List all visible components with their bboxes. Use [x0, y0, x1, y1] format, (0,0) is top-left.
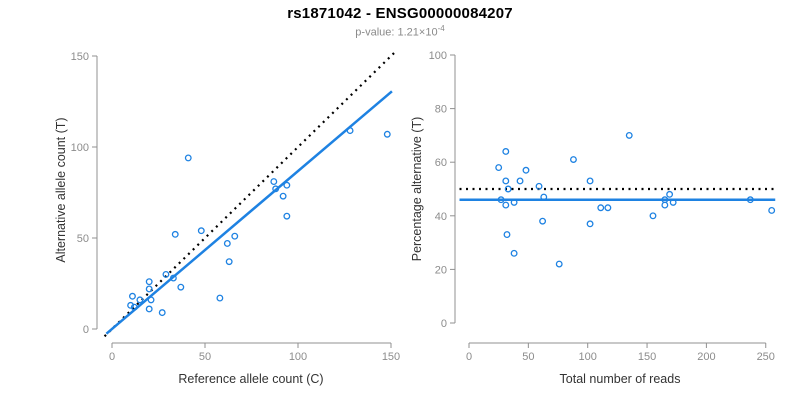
data-point	[649, 212, 657, 220]
data-point	[497, 196, 505, 204]
data-point	[666, 190, 674, 198]
data-point	[510, 249, 518, 257]
y-tick-label: 80	[435, 104, 447, 116]
y-tick-label: 0	[83, 324, 89, 336]
data-point	[283, 181, 291, 189]
data-point	[383, 130, 391, 138]
data-point	[184, 154, 192, 162]
data-point	[535, 182, 543, 190]
right-scatter-plot: 0 50 100 150 200 250 0 20 40 60 80 100	[429, 50, 776, 363]
data-point	[555, 260, 563, 268]
data-point	[516, 177, 524, 185]
data-point	[129, 292, 136, 300]
data-point	[223, 240, 231, 247]
figure-title: rs1871042 - ENSG00000084207	[287, 5, 513, 22]
data-point	[231, 232, 239, 240]
p-value-exponent: -4	[437, 24, 445, 33]
data-point	[625, 131, 633, 139]
data-point	[586, 220, 594, 228]
data-point	[130, 303, 138, 311]
y-tick-label: 100	[71, 142, 89, 154]
x-tick-label: 150	[638, 351, 656, 363]
x-tick-label: 50	[522, 351, 534, 363]
y-tick-label: 60	[435, 157, 447, 169]
data-point	[522, 166, 530, 174]
y-tick-label: 50	[77, 233, 89, 245]
figure-subtitle: p-value: 1.21×10-4	[0, 24, 800, 39]
data-point	[540, 193, 548, 201]
y-tick-label: 40	[435, 211, 447, 223]
data-point	[502, 201, 510, 209]
data-point	[570, 156, 577, 163]
data-point	[145, 305, 153, 313]
data-point	[604, 204, 612, 212]
data-point	[502, 148, 510, 155]
regression-fit-line	[105, 90, 393, 335]
data-point	[169, 274, 177, 282]
data-point	[586, 177, 594, 185]
x-tick-label: 150	[382, 351, 400, 363]
y-tick-label: 100	[429, 50, 447, 62]
p-value-text: p-value: 1.21×10	[355, 26, 438, 39]
data-point	[147, 296, 155, 304]
data-point	[171, 230, 179, 238]
right-y-axis-title: Percentage alternative (T)	[410, 116, 424, 262]
data-point	[495, 164, 503, 172]
data-point	[768, 206, 776, 214]
data-point	[216, 294, 224, 302]
data-point	[145, 278, 153, 286]
left-scatter-plot: 0 50 100 150 0 50 100 150	[71, 51, 401, 363]
data-point	[162, 270, 170, 278]
x-tick-label: 100	[579, 351, 597, 363]
x-tick-label: 100	[289, 351, 307, 363]
data-point	[127, 301, 135, 309]
y-tick-label: 150	[71, 51, 89, 63]
data-point	[279, 192, 287, 200]
data-point	[270, 178, 278, 186]
x-tick-label: 250	[757, 351, 775, 363]
data-point	[746, 196, 754, 204]
data-point	[502, 177, 510, 185]
data-point	[597, 204, 605, 212]
data-point	[346, 127, 354, 135]
data-point	[145, 285, 153, 293]
x-tick-label: 50	[199, 351, 211, 363]
data-point	[197, 227, 205, 235]
identity-null-line	[103, 51, 396, 338]
right-x-axis-title: Total number of reads	[559, 372, 681, 386]
x-tick-label: 0	[109, 351, 115, 363]
y-tick-label: 20	[435, 264, 447, 276]
data-point	[158, 309, 166, 317]
x-tick-label: 0	[466, 351, 472, 363]
data-point	[177, 283, 185, 291]
data-point	[136, 296, 144, 304]
data-point	[272, 185, 280, 193]
left-x-axis-title: Reference allele count (C)	[178, 372, 324, 386]
x-tick-label: 200	[697, 351, 715, 363]
data-point	[225, 258, 233, 266]
data-point	[539, 217, 547, 225]
y-tick-label: 0	[441, 318, 447, 330]
data-point	[283, 212, 291, 220]
left-y-axis-title: Alternative allele count (T)	[54, 117, 68, 263]
data-point	[661, 196, 669, 204]
data-point	[504, 185, 512, 193]
data-point	[669, 198, 677, 206]
data-point	[503, 231, 511, 239]
data-point	[510, 198, 518, 206]
